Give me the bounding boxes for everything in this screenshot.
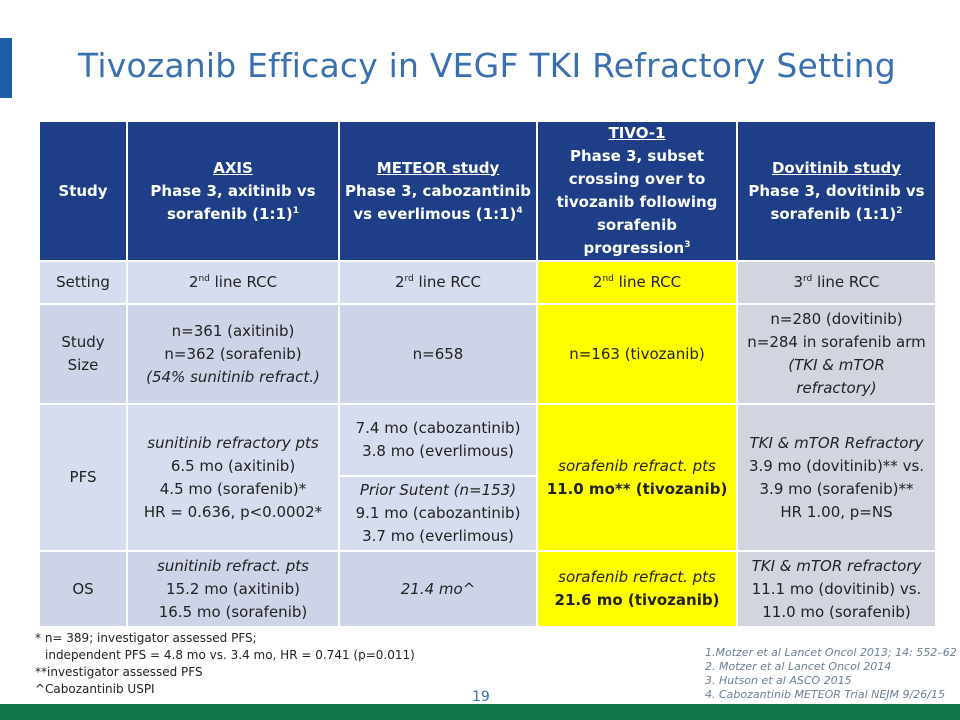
- reference-item: 2. Motzer et al Lancet Oncol 2014: [705, 660, 892, 673]
- pfs-subrow: Prior Sutent (n=153) 9.1 mo (cabozantini…: [39, 475, 936, 552]
- os-label: OS: [38, 550, 128, 628]
- setting-tivo: 2nd line RCC: [536, 260, 738, 305]
- size-tivo: n=163 (tivozanib): [536, 303, 738, 405]
- references: 1.Motzer et al Lancet Oncol 2013; 14: 55…: [705, 646, 957, 702]
- setting-dovitinib: 3rd line RCC: [736, 260, 937, 305]
- setting-label: Setting: [38, 260, 128, 305]
- footnote-2: **investigator assessed PFS: [35, 665, 203, 679]
- footnote-1-detail: independent PFS = 4.8 mo vs. 3.4 mo, HR …: [45, 648, 415, 662]
- header-dovitinib: Dovitinib study Phase 3, dovitinib vs so…: [736, 120, 937, 262]
- pfs-label: PFS: [38, 403, 128, 552]
- size-dovitinib: n=280 (dovitinib) n=284 in sorafenib arm…: [736, 303, 937, 405]
- setting-axis: 2nd line RCC: [126, 260, 340, 305]
- os-dovitinib: TKI & mTOR refractory 11.1 mo (dovitinib…: [736, 550, 937, 628]
- footnote-1: * n= 389; investigator assessed PFS;: [35, 631, 257, 645]
- slide-title: Tivozanib Efficacy in VEGF TKI Refractor…: [78, 46, 896, 85]
- pfs-row: PFS sunitinib refractory pts 6.5 mo (axi…: [38, 403, 937, 552]
- header-axis: AXIS Phase 3, axitinib vs sorafenib (1:1…: [126, 120, 340, 262]
- os-tivo: sorafenib refract. pts 21.6 mo (tivozani…: [536, 550, 738, 628]
- title-accent-bar: [0, 38, 12, 98]
- os-row: OS sunitinib refract. pts 15.2 mo (axiti…: [38, 550, 937, 628]
- size-label: Study Size: [38, 303, 128, 405]
- pfs-meteor-overall: 7.4 mo (cabozantinib) 3.8 mo (everlimous…: [338, 403, 538, 477]
- size-meteor: n=658: [338, 303, 538, 405]
- setting-meteor: 2rd line RCC: [338, 260, 538, 305]
- reference-item: 1.Motzer et al Lancet Oncol 2013; 14: 55…: [705, 646, 957, 659]
- pfs-tivo: sorafenib refract. pts 11.0 mo** (tivoza…: [536, 403, 738, 552]
- header-study: Study: [38, 120, 128, 262]
- reference-item: 3. Hutson et al ASCO 2015: [705, 674, 852, 687]
- setting-row: Setting 2nd line RCC 2rd line RCC 2nd li…: [38, 260, 937, 305]
- header-meteor: METEOR study Phase 3, cabozantinib vs ev…: [338, 120, 538, 262]
- header-tivo: TIVO-1 Phase 3, subset crossing over to …: [536, 120, 738, 262]
- pfs-meteor-prior-sutent: Prior Sutent (n=153) 9.1 mo (cabozantini…: [338, 475, 538, 552]
- pfs-dovitinib: TKI & mTOR Refractory 3.9 mo (dovitinib)…: [736, 403, 937, 552]
- table-header-row: Study AXIS Phase 3, axitinib vs sorafeni…: [38, 120, 937, 262]
- reference-item: 4. Cabozantinib METEOR Trial NEJM 9/26/1…: [705, 688, 945, 701]
- os-meteor: 21.4 mo^: [338, 550, 538, 628]
- page-number: 19: [472, 689, 490, 705]
- study-size-row: Study Size n=361 (axitinib) n=362 (sorafe…: [38, 303, 937, 405]
- footnote-3: ^Cabozantinib USPI: [35, 682, 155, 696]
- footnotes: * n= 389; investigator assessed PFS; ind…: [35, 630, 415, 698]
- efficacy-table: Study AXIS Phase 3, axitinib vs sorafeni…: [38, 120, 937, 628]
- pfs-axis: sunitinib refractory pts 6.5 mo (axitini…: [126, 403, 340, 552]
- size-axis: n=361 (axitinib) n=362 (sorafenib) (54% …: [126, 303, 340, 405]
- os-axis: sunitinib refract. pts 15.2 mo (axitinib…: [126, 550, 340, 628]
- footer-bar: [0, 704, 960, 720]
